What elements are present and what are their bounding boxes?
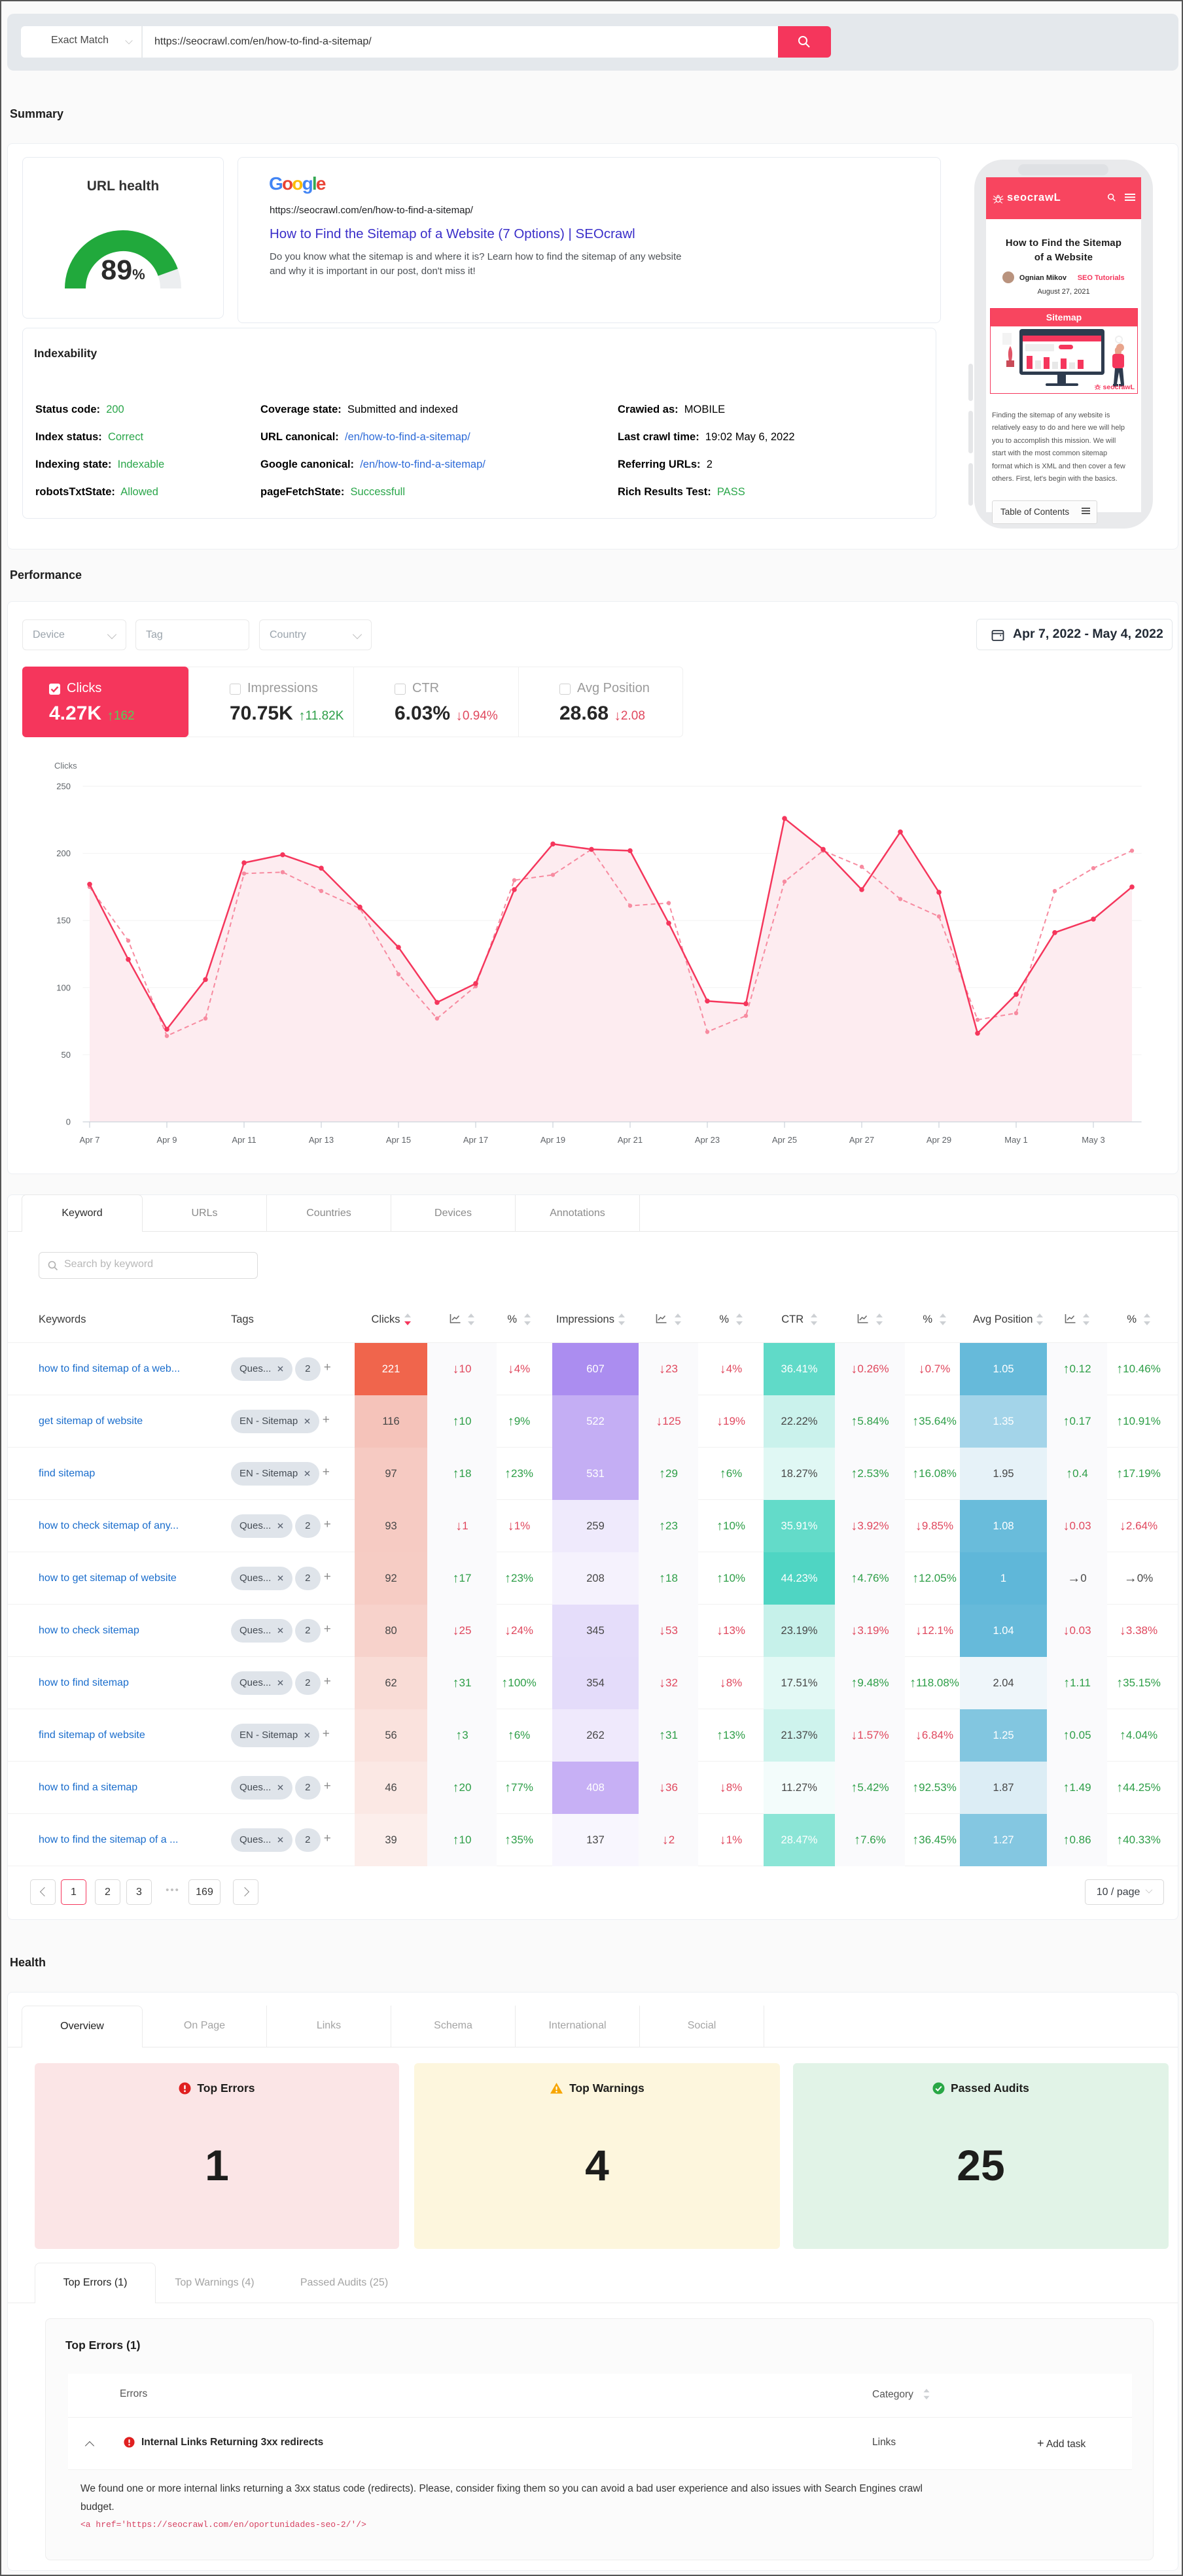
svg-text:250: 250 xyxy=(56,782,71,792)
svg-text:Apr 11: Apr 11 xyxy=(232,1135,256,1145)
svg-text:Apr 19: Apr 19 xyxy=(540,1135,565,1145)
svg-text:Apr 7: Apr 7 xyxy=(79,1135,99,1145)
svg-text:Apr 29: Apr 29 xyxy=(927,1135,951,1145)
svg-text:0: 0 xyxy=(66,1117,71,1127)
svg-text:May 1: May 1 xyxy=(1004,1135,1027,1145)
svg-text:100: 100 xyxy=(56,983,71,992)
svg-text:Apr 15: Apr 15 xyxy=(386,1135,411,1145)
svg-text:Apr 27: Apr 27 xyxy=(849,1135,874,1145)
svg-text:Apr 17: Apr 17 xyxy=(463,1135,488,1145)
svg-text:Apr 25: Apr 25 xyxy=(772,1135,797,1145)
svg-text:Apr 13: Apr 13 xyxy=(309,1135,334,1145)
svg-text:Apr 9: Apr 9 xyxy=(156,1135,177,1145)
svg-text:May 3: May 3 xyxy=(1082,1135,1104,1145)
svg-text:Apr 23: Apr 23 xyxy=(695,1135,720,1145)
svg-text:50: 50 xyxy=(62,1050,71,1060)
svg-text:150: 150 xyxy=(56,916,71,926)
svg-text:Apr 21: Apr 21 xyxy=(618,1135,643,1145)
svg-text:200: 200 xyxy=(56,848,71,858)
